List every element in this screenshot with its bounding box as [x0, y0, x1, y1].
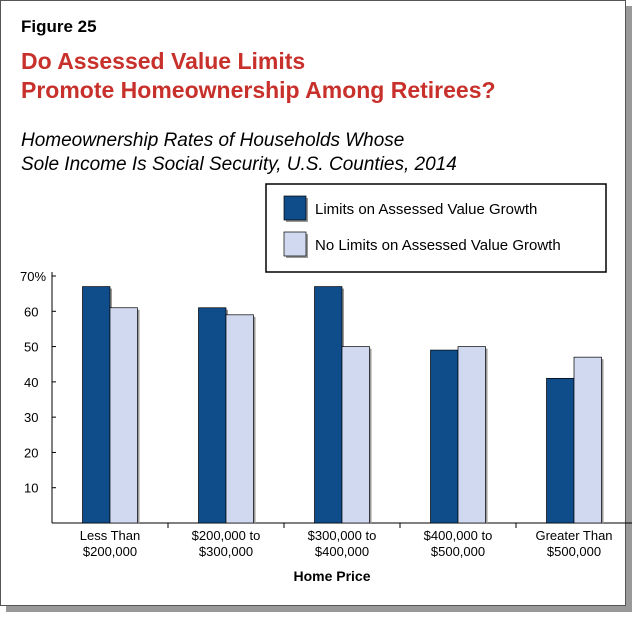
bar — [314, 286, 343, 524]
bar — [109, 307, 138, 524]
y-tick-label: 40 — [24, 375, 38, 390]
y-tick-label: 10 — [24, 481, 38, 496]
bar — [457, 346, 486, 524]
x-tick-label: $200,000 to — [192, 528, 261, 543]
x-tick-label: $500,000 — [547, 544, 601, 559]
legend-swatch — [283, 231, 307, 257]
legend — [265, 183, 607, 273]
legend-swatch — [283, 195, 307, 221]
subtitle-line: Homeownership Rates of Households Whose — [21, 130, 405, 151]
y-tick-label: 70% — [20, 269, 46, 284]
x-axis-label: Home Price — [293, 568, 370, 584]
x-tick-label: $400,000 to — [424, 528, 493, 543]
bar — [573, 356, 602, 524]
bar — [198, 307, 227, 524]
bar — [82, 286, 111, 524]
x-tick-label: $500,000 — [431, 544, 485, 559]
bar — [341, 346, 370, 524]
x-tick-label: Less Than — [80, 528, 140, 543]
chart-subtitle: Homeownership Rates of Households Whose … — [21, 129, 457, 177]
figure-label: Figure 25 — [21, 17, 97, 36]
x-tick-label: $400,000 — [315, 544, 369, 559]
y-tick-label: 20 — [24, 445, 38, 460]
x-tick-label: $300,000 — [199, 544, 253, 559]
bar — [546, 377, 575, 524]
chart-title: Do Assessed Value Limits Promote Homeown… — [21, 47, 496, 105]
y-tick-label: 50 — [24, 340, 38, 355]
legend-label: No Limits on Assessed Value Growth — [315, 237, 561, 254]
y-tick-label: 30 — [24, 410, 38, 425]
title-line: Promote Homeownership Among Retirees? — [21, 77, 496, 103]
bar — [225, 314, 254, 524]
legend-label: Limits on Assessed Value Growth — [315, 201, 537, 218]
title-line: Do Assessed Value Limits — [21, 48, 306, 74]
y-tick-label: 60 — [24, 304, 38, 319]
bar — [430, 349, 459, 524]
x-tick-label: $300,000 to — [308, 528, 377, 543]
x-tick-label: $200,000 — [83, 544, 137, 559]
x-tick-label: Greater Than — [535, 528, 612, 543]
subtitle-line: Sole Income Is Social Security, U.S. Cou… — [21, 154, 457, 175]
